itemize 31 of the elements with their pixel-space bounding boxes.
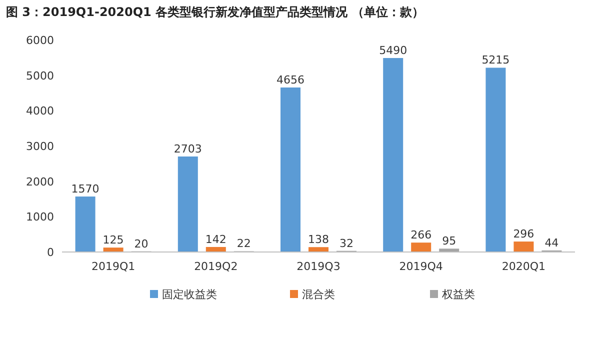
- y-tick-label: 1000: [26, 210, 54, 224]
- data-label: 4656: [276, 73, 304, 86]
- data-label: 20: [134, 237, 148, 250]
- y-tick-label: 2000: [26, 175, 54, 188]
- y-tick-label: 3000: [26, 140, 54, 153]
- data-label: 296: [513, 228, 534, 241]
- data-label: 95: [442, 234, 456, 248]
- data-label: 32: [340, 236, 354, 250]
- x-tick-label: 2019Q2: [194, 260, 238, 273]
- x-tick-label: 2019Q1: [91, 260, 136, 273]
- data-label: 1570: [71, 182, 100, 196]
- x-tick-label: 2019Q4: [399, 260, 443, 273]
- data-label: 142: [205, 232, 226, 246]
- x-tick-label: 2020Q1: [502, 260, 546, 273]
- legend-label: 混合类: [302, 288, 335, 301]
- data-label: 5215: [482, 54, 510, 67]
- data-label: 5490: [379, 44, 408, 58]
- data-label: 22: [236, 237, 251, 250]
- legend-label: 固定收益类: [162, 288, 217, 301]
- data-label: 2703: [174, 142, 202, 156]
- x-tick-label: 2019Q3: [296, 260, 340, 273]
- data-label: 125: [102, 234, 124, 247]
- chart-title: 图 3：2019Q1-2020Q1 各类型银行新发净值型产品类型情况 （单位：款）: [6, 5, 424, 19]
- y-tick-label: 4000: [26, 104, 54, 118]
- y-tick-label: 5000: [26, 69, 54, 82]
- y-tick-label: 6000: [26, 34, 54, 47]
- data-label: 44: [544, 236, 559, 250]
- data-label: 138: [308, 233, 329, 246]
- y-tick-label: 0: [47, 246, 54, 259]
- legend-label: 权益类: [441, 288, 475, 301]
- data-label: 266: [410, 228, 432, 242]
